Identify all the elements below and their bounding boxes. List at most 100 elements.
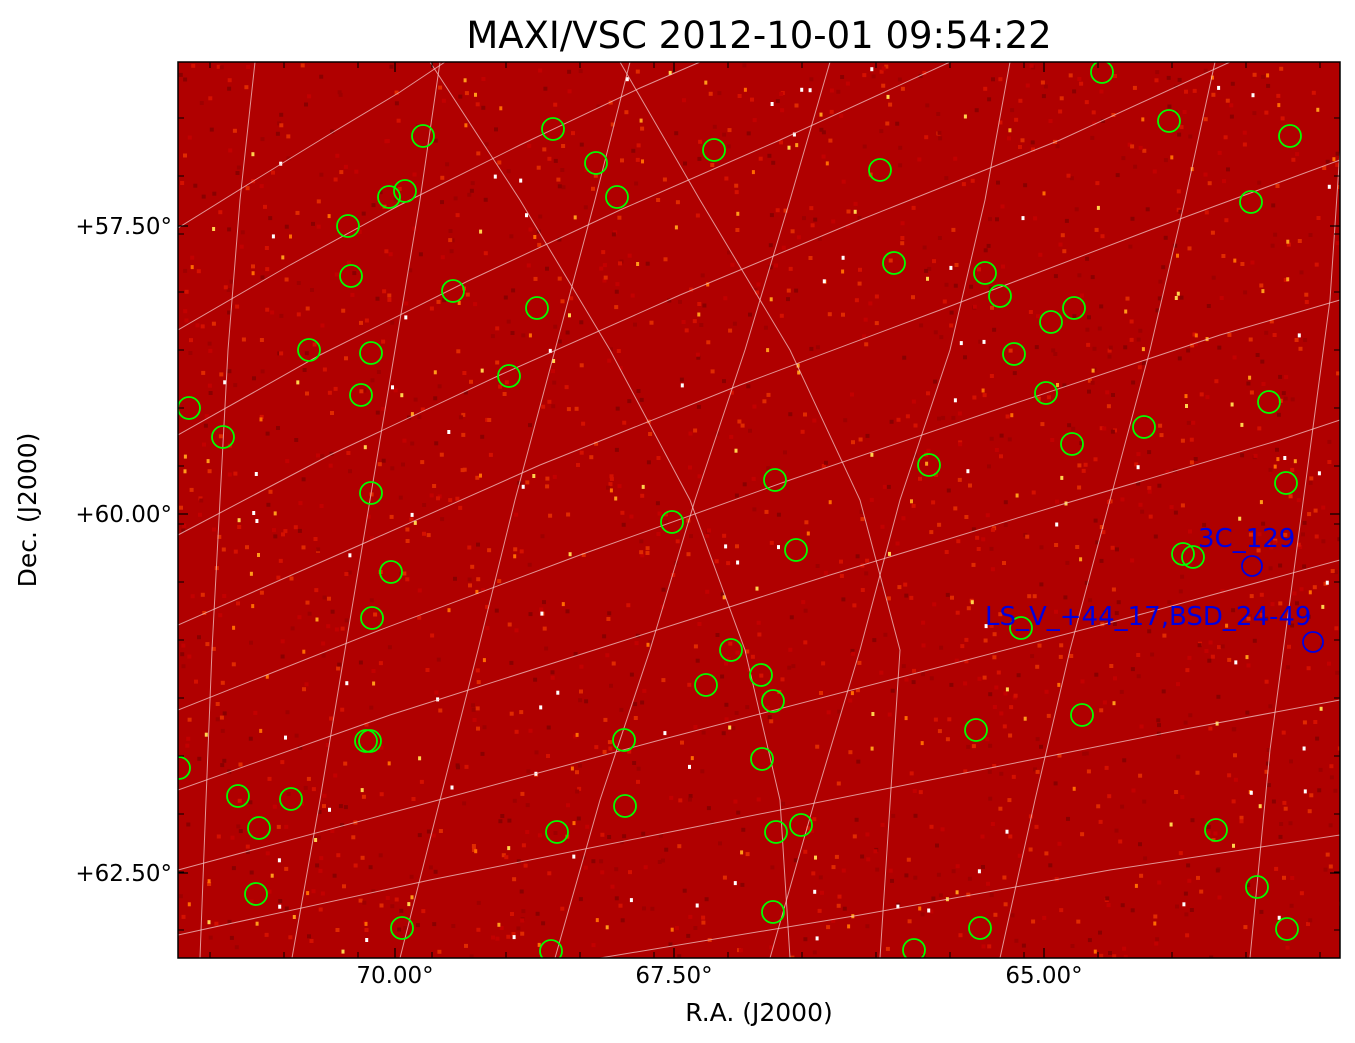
noise-pixel xyxy=(1290,397,1295,402)
noise-pixel xyxy=(1109,664,1114,668)
hot-pixel xyxy=(963,114,967,119)
noise-pixel xyxy=(620,510,625,515)
noise-pixel xyxy=(1288,821,1293,826)
hot-pixel xyxy=(1332,157,1336,162)
noise-pixel xyxy=(1088,598,1093,603)
noise-pixel xyxy=(476,151,481,156)
noise-pixel xyxy=(1202,522,1207,527)
noise-pixel xyxy=(311,221,315,226)
noise-pixel xyxy=(1281,391,1286,396)
noise-pixel xyxy=(931,500,936,505)
noise-pixel xyxy=(1207,658,1212,663)
noise-pixel xyxy=(351,835,356,840)
hot-pixel xyxy=(841,269,845,274)
noise-pixel xyxy=(1229,103,1234,108)
noise-pixel xyxy=(1083,462,1088,467)
noise-pixel xyxy=(854,298,859,303)
noise-pixel xyxy=(829,88,834,93)
noise-pixel xyxy=(409,517,414,522)
noise-pixel xyxy=(1048,863,1053,868)
hot-pixel xyxy=(1055,522,1059,527)
noise-pixel xyxy=(1100,119,1105,123)
noise-pixel xyxy=(1085,327,1090,332)
noise-pixel xyxy=(1023,183,1028,188)
noise-pixel xyxy=(992,327,997,332)
noise-pixel xyxy=(929,676,934,681)
hot-pixel xyxy=(1327,184,1331,189)
noise-pixel xyxy=(688,797,692,802)
noise-pixel xyxy=(972,304,977,309)
noise-pixel xyxy=(855,688,860,693)
grid-line xyxy=(399,62,631,958)
noise-pixel xyxy=(1330,569,1335,573)
noise-pixel xyxy=(901,516,906,521)
noise-pixel xyxy=(860,588,865,592)
noise-pixel xyxy=(1074,207,1079,212)
noise-pixel xyxy=(208,391,213,395)
noise-pixel xyxy=(215,702,220,706)
noise-pixel xyxy=(432,922,437,927)
noise-pixel xyxy=(319,172,324,177)
noise-pixel xyxy=(220,680,225,685)
noise-pixel xyxy=(1268,467,1273,472)
noise-pixel xyxy=(865,433,870,438)
noise-pixel xyxy=(1147,629,1152,634)
noise-pixel xyxy=(692,319,697,324)
noise-pixel xyxy=(537,242,542,247)
noise-pixel xyxy=(368,865,373,870)
noise-pixel xyxy=(1043,84,1048,89)
noise-pixel xyxy=(1099,708,1104,713)
noise-pixel xyxy=(464,764,469,769)
noise-pixel xyxy=(1060,233,1065,238)
noise-pixel xyxy=(1178,851,1183,856)
noise-pixel xyxy=(525,803,530,808)
noise-pixel xyxy=(456,765,460,770)
noise-pixel xyxy=(499,926,504,930)
noise-pixel xyxy=(702,303,707,308)
noise-pixel xyxy=(1157,723,1161,728)
noise-pixel xyxy=(1018,98,1023,103)
noise-pixel xyxy=(266,502,271,507)
noise-pixel xyxy=(933,379,938,384)
noise-pixel xyxy=(426,829,431,834)
hot-pixel xyxy=(1174,296,1178,300)
noise-pixel xyxy=(751,476,756,481)
noise-pixel xyxy=(925,103,930,108)
noise-pixel xyxy=(285,459,290,464)
noise-pixel xyxy=(200,592,205,597)
noise-pixel xyxy=(1142,361,1146,366)
hot-pixel xyxy=(1240,422,1244,427)
hot-pixel xyxy=(480,368,484,373)
noise-pixel xyxy=(1179,125,1184,130)
noise-pixel xyxy=(1156,718,1161,723)
hot-pixel xyxy=(259,417,263,422)
noise-pixel xyxy=(484,142,489,147)
noise-pixel xyxy=(579,450,584,455)
noise-pixel xyxy=(1147,486,1152,490)
hot-pixel xyxy=(513,554,517,559)
noise-pixel xyxy=(433,138,438,143)
noise-pixel xyxy=(1283,532,1288,537)
hot-pixel xyxy=(977,869,981,874)
noise-pixel xyxy=(542,626,547,631)
noise-pixel xyxy=(1304,300,1309,304)
noise-pixel xyxy=(541,404,546,409)
noise-pixel xyxy=(642,906,646,911)
noise-pixel xyxy=(1069,176,1074,181)
hot-pixel xyxy=(871,712,875,716)
noise-pixel xyxy=(1296,542,1301,547)
noise-pixel xyxy=(1203,68,1208,73)
noise-pixel xyxy=(183,77,188,82)
noise-pixel xyxy=(1157,296,1162,301)
hot-pixel xyxy=(212,227,216,231)
noise-pixel xyxy=(504,855,509,860)
noise-pixel xyxy=(1217,345,1222,350)
noise-pixel xyxy=(1127,142,1132,147)
noise-pixel xyxy=(1302,564,1307,569)
hot-pixel xyxy=(888,551,891,556)
noise-pixel xyxy=(1334,626,1339,631)
hot-pixel xyxy=(1185,404,1188,408)
noise-pixel xyxy=(481,77,486,81)
noise-pixel xyxy=(512,877,517,882)
